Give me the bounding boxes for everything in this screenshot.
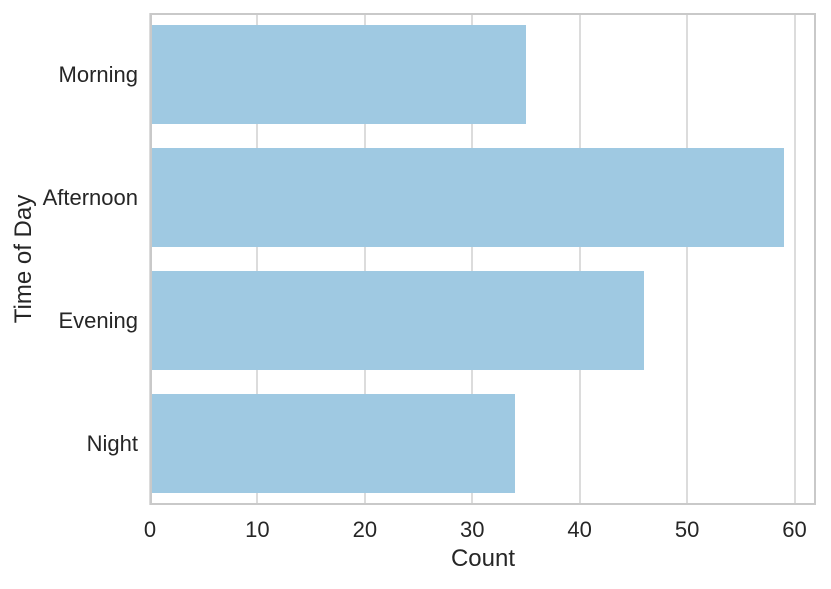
x-axis-label: Count (450, 545, 516, 572)
y-axis-label: Time of Day (10, 194, 37, 324)
bar-evening (150, 271, 645, 370)
x-tick-label-50: 50 (674, 517, 700, 542)
gridline-x-10 (256, 13, 259, 505)
x-tick-label-10: 10 (245, 517, 270, 542)
y-tick-label-afternoon: Afternoon (42, 184, 138, 210)
gridline-x-50 (686, 13, 689, 505)
bar-morning (150, 25, 526, 124)
x-tick-label-40: 40 (567, 517, 592, 542)
gridline-x-40 (578, 13, 581, 505)
plot-area (149, 13, 816, 505)
y-tick-label-evening: Evening (58, 307, 138, 333)
gridline-x-20 (363, 13, 366, 505)
x-tick-label-30: 30 (460, 517, 485, 542)
bar-night (150, 394, 516, 493)
bar-afternoon (150, 148, 784, 247)
y-tick-label-night: Night (86, 430, 138, 456)
gridline-x-30 (471, 13, 474, 505)
x-tick-label-60: 60 (782, 517, 807, 542)
x-tick-labels: 0 10 20 30 40 50 60 (144, 517, 816, 543)
x-tick-label-20: 20 (352, 517, 378, 542)
x-tick-label-0: 0 (143, 517, 157, 542)
y-tick-label-morning: Morning (58, 61, 138, 87)
y-tick-labels: Morning Afternoon Evening Night (0, 13, 138, 505)
gridline-x-60 (793, 13, 796, 505)
